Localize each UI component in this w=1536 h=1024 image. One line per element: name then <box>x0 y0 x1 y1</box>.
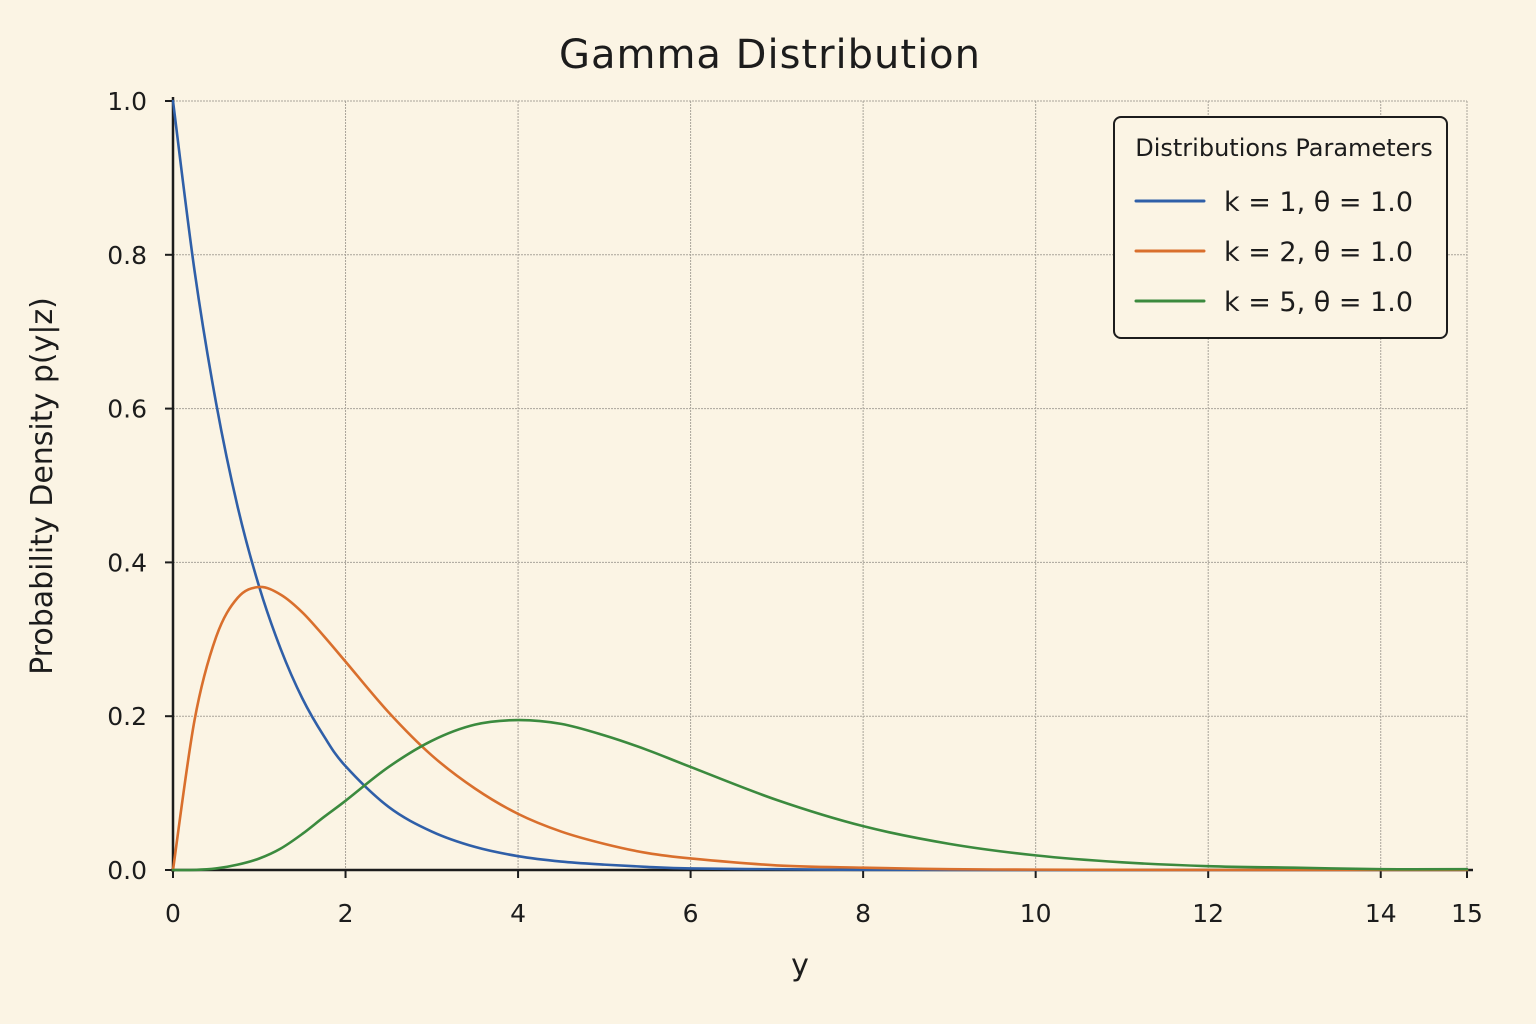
series-line-3 <box>171 718 1469 872</box>
y-tick-label: 1.0 <box>107 87 147 116</box>
legend-label-1: k = 1, θ = 1.0 <box>1224 187 1413 218</box>
legend-entries: k = 1, θ = 1.0 k = 2, θ = 1.0 k = 5, θ = 1… <box>1134 187 1413 318</box>
y-tick-label: 0.2 <box>107 702 147 731</box>
legend-box <box>1113 116 1448 339</box>
y-tick-label: 0.6 <box>107 395 147 424</box>
x-tick-label: 14 <box>1365 899 1397 928</box>
legend-label-3: k = 5, θ = 1.0 <box>1224 287 1413 318</box>
legend-title: Distributions Parameters <box>1135 134 1433 162</box>
legend: Distributions Parameters k = 1, θ = 1.0k… <box>1113 116 1448 339</box>
x-tick-label: 6 <box>683 899 699 928</box>
x-tick-label: 4 <box>510 899 526 928</box>
y-tick-label: 0.4 <box>107 548 147 577</box>
y-tick-label: 0.8 <box>107 241 147 270</box>
x-tick-label: 2 <box>338 899 354 928</box>
series-lines <box>171 99 1469 872</box>
y-axis-label: Probability Density p(y|z) <box>25 297 60 675</box>
x-tick-label: 15 <box>1451 899 1483 928</box>
axis-ticks: 0 2 4 6 8 10 12 14 15 0.0 0.2 0.4 0.6 0.8 1.0 <box>107 87 1483 928</box>
x-tick-label: 0 <box>165 899 181 928</box>
legend-label-2: k = 2, θ = 1.0 <box>1224 237 1413 268</box>
y-tick-label: 0.0 <box>107 856 147 885</box>
x-tick-label: 8 <box>855 899 871 928</box>
series-line-2 <box>171 585 1469 872</box>
x-axis-label: y <box>791 948 809 983</box>
chart-title: Gamma Distribution <box>559 32 981 78</box>
x-tick-label: 12 <box>1192 899 1224 928</box>
x-tick-label: 10 <box>1020 899 1052 928</box>
